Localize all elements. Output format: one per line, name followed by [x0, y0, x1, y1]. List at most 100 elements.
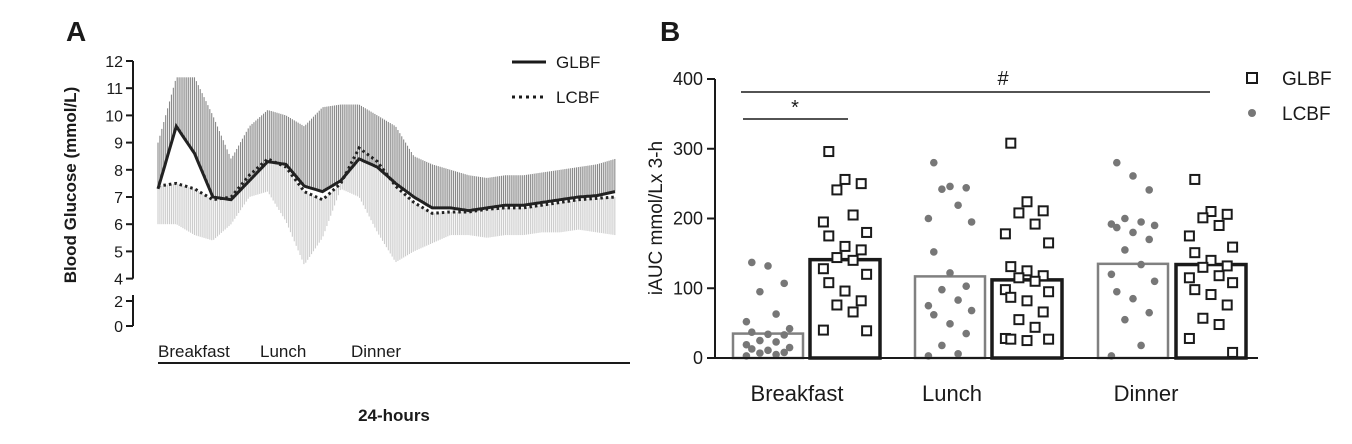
- panel-b-label: B: [660, 16, 680, 47]
- point-glbf: [839, 285, 851, 297]
- significance-hash: #: [997, 68, 1009, 90]
- point-lcbf: [1137, 341, 1145, 350]
- point-lcbf: [946, 269, 954, 277]
- point-lcbf: [785, 343, 794, 352]
- point-lcbf: [1129, 172, 1137, 180]
- point-lcbf: [748, 258, 756, 267]
- point-glbf: [839, 240, 851, 252]
- point-glbf: [1213, 270, 1225, 282]
- panel-b-points: [742, 137, 1239, 360]
- point-lcbf: [1137, 218, 1145, 226]
- point-glbf: [1021, 196, 1033, 208]
- point-lcbf: [946, 320, 954, 328]
- point-lcbf: [764, 262, 772, 270]
- point-glbf: [1013, 272, 1025, 284]
- y-tick-label-11: 11: [106, 81, 123, 98]
- point-glbf: [1043, 286, 1055, 298]
- point-glbf: [861, 268, 873, 280]
- point-lcbf: [930, 158, 938, 167]
- point-glbf: [839, 173, 851, 185]
- meal-label-lunch: Lunch: [260, 342, 306, 361]
- point-glbf: [1005, 333, 1017, 345]
- legend-lcbf-marker: [1248, 109, 1256, 117]
- y-tick-label-2: 2: [114, 294, 123, 311]
- point-lcbf: [1150, 277, 1159, 286]
- y-tick-label-6: 6: [114, 217, 123, 234]
- point-lcbf: [780, 331, 788, 339]
- point-lcbf: [764, 330, 772, 339]
- y-tick-label-10: 10: [105, 108, 123, 125]
- meal-label-dinner: Dinner: [351, 342, 401, 361]
- significance-star: *: [791, 97, 799, 119]
- point-lcbf: [946, 182, 954, 191]
- point-glbf: [1205, 254, 1217, 266]
- point-glbf: [1005, 137, 1017, 149]
- point-glbf: [1213, 319, 1225, 331]
- point-glbf: [1013, 207, 1025, 219]
- y-tick-label-8: 8: [114, 163, 123, 180]
- point-glbf: [1029, 321, 1041, 333]
- point-glbf: [1197, 261, 1209, 273]
- point-glbf: [1013, 314, 1025, 326]
- point-glbf: [831, 299, 843, 311]
- point-glbf: [823, 230, 835, 242]
- y-tick-label-9: 9: [114, 136, 123, 153]
- point-lcbf: [938, 341, 946, 350]
- point-glbf: [817, 263, 829, 275]
- legend-glbf-marker: [1246, 72, 1258, 84]
- point-glbf: [855, 244, 867, 256]
- point-lcbf: [1107, 270, 1116, 279]
- y-tick-label-5: 5: [114, 244, 123, 261]
- y-tick-label-b-100: 100: [673, 278, 703, 298]
- point-glbf: [1029, 218, 1041, 230]
- point-lcbf: [962, 184, 970, 192]
- point-lcbf: [1113, 287, 1121, 296]
- point-glbf: [1183, 272, 1195, 284]
- point-lcbf: [954, 296, 962, 304]
- point-lcbf: [930, 248, 938, 256]
- point-lcbf: [938, 185, 946, 194]
- point-lcbf: [780, 348, 788, 357]
- y-tick-label-b-400: 400: [673, 69, 703, 89]
- point-lcbf: [742, 340, 751, 349]
- point-glbf: [1005, 291, 1017, 303]
- point-glbf: [1213, 219, 1225, 231]
- point-glbf: [1183, 332, 1195, 344]
- point-lcbf: [748, 328, 756, 336]
- line-lcbf: [157, 145, 616, 215]
- point-lcbf: [1150, 221, 1159, 230]
- point-lcbf: [967, 306, 976, 315]
- point-glbf: [817, 324, 829, 336]
- point-glbf: [1189, 247, 1201, 259]
- point-glbf: [1021, 295, 1033, 307]
- point-glbf: [823, 146, 835, 158]
- point-lcbf: [772, 350, 780, 359]
- panel-b-bars: [731, 257, 1248, 360]
- point-glbf: [1183, 230, 1195, 242]
- category-label-breakfast: Breakfast: [751, 381, 844, 406]
- point-glbf: [847, 254, 859, 266]
- point-lcbf: [1145, 186, 1153, 194]
- category-label-lunch: Lunch: [922, 381, 982, 406]
- point-lcbf: [772, 338, 780, 346]
- point-glbf: [831, 252, 843, 264]
- legend-b-glbf-label: GLBF: [1282, 69, 1332, 90]
- point-glbf: [1037, 306, 1049, 318]
- point-lcbf: [962, 329, 970, 338]
- bar-lcbf-dinner: [1096, 262, 1170, 360]
- point-lcbf: [924, 301, 933, 310]
- point-glbf: [1197, 212, 1209, 224]
- point-glbf: [855, 178, 867, 190]
- panel-a-x-axis-label: 24-hours: [358, 406, 430, 425]
- point-glbf: [1189, 173, 1201, 185]
- point-lcbf: [962, 282, 970, 290]
- y-tick-label-b-200: 200: [673, 209, 703, 229]
- point-glbf: [1227, 241, 1239, 253]
- point-lcbf: [756, 336, 764, 345]
- point-lcbf: [1113, 223, 1121, 232]
- point-lcbf: [1107, 220, 1116, 228]
- point-lcbf: [1129, 228, 1137, 237]
- y-tick-label-0: 0: [114, 319, 123, 336]
- point-lcbf: [1113, 158, 1121, 167]
- panel-b-y-axis: 0 100 200 300 400: [673, 69, 1258, 368]
